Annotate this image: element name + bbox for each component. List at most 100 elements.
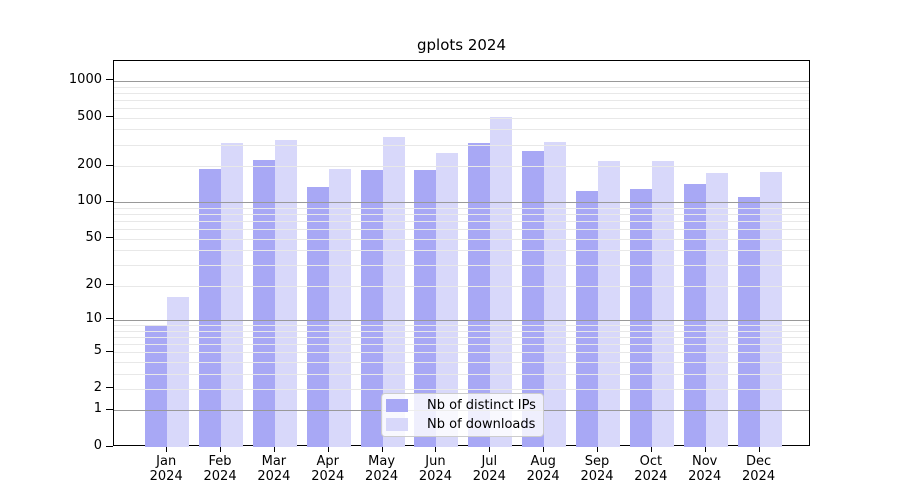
- x-axis-tick: [650, 446, 652, 452]
- bar-sep-distinct-ips: [576, 191, 598, 447]
- bar-nov-distinct-ips: [683, 183, 706, 447]
- minor-gridline: [114, 221, 809, 223]
- y-axis-tick: [106, 318, 113, 320]
- x-tick-label-month: Jul: [481, 454, 498, 469]
- x-tick-label-year: 2024: [472, 469, 506, 484]
- x-axis-tick: [327, 446, 329, 452]
- x-axis-tick: [273, 446, 275, 452]
- y-axis-tick: [106, 284, 113, 286]
- bar-jan-distinct-ips: [145, 325, 168, 447]
- x-tick-label-month: May: [368, 454, 396, 469]
- x-tick-label-year: 2024: [311, 469, 345, 484]
- y-tick-label: 20: [85, 276, 102, 292]
- minor-gridline: [114, 336, 809, 338]
- minor-gridline: [114, 265, 809, 267]
- x-tick-label-year: 2024: [580, 469, 614, 484]
- x-tick-label-year: 2024: [742, 469, 776, 484]
- minor-gridline: [114, 214, 809, 216]
- x-tick-label-year: 2024: [526, 469, 560, 484]
- minor-gridline: [114, 361, 809, 363]
- y-axis-tick: [106, 387, 113, 389]
- bar-dec-downloads: [759, 172, 782, 447]
- x-tick-label-month: Oct: [639, 454, 663, 469]
- minor-gridline: [114, 373, 809, 375]
- y-tick-label: 50: [85, 229, 102, 245]
- minor-gridline: [114, 107, 809, 109]
- y-tick-label: 500: [77, 108, 102, 124]
- y-axis-tick: [106, 445, 113, 447]
- x-tick-label-year: 2024: [257, 469, 291, 484]
- bar-apr-distinct-ips: [306, 187, 329, 447]
- bar-aug-downloads: [544, 141, 567, 447]
- x-axis-tick: [597, 446, 598, 452]
- legend-label-distinct-ips: Nb of distinct IPs: [427, 397, 536, 413]
- x-tick-label-month: Apr: [316, 454, 340, 469]
- minor-gridline: [114, 250, 809, 252]
- legend: Nb of distinct IPs Nb of downloads: [381, 393, 544, 437]
- y-axis-tick: [106, 350, 113, 352]
- minor-gridline: [114, 86, 809, 88]
- y-tick-label: 100: [77, 193, 102, 209]
- bar-nov-downloads: [705, 173, 728, 447]
- x-axis-tick: [381, 446, 383, 452]
- bar-may-distinct-ips: [360, 170, 383, 447]
- x-axis-tick: [704, 446, 706, 452]
- bar-jan-downloads: [167, 296, 190, 447]
- bar-jul-downloads: [490, 116, 513, 447]
- y-axis-tick: [106, 164, 113, 166]
- y-axis-tick: [106, 408, 113, 410]
- x-tick-label-month: Jun: [425, 454, 446, 469]
- y-tick-label: 1: [93, 401, 102, 417]
- x-tick-label-month: Jan: [156, 454, 177, 469]
- y-tick-label: 1000: [68, 71, 102, 87]
- bar-mar-downloads: [274, 139, 297, 447]
- minor-gridline: [114, 229, 809, 231]
- x-tick-label-year: 2024: [149, 469, 183, 484]
- y-tick-label: 5: [93, 343, 102, 359]
- x-tick-label-month: Aug: [530, 454, 556, 469]
- x-tick-label-month: Sep: [584, 454, 610, 469]
- x-tick-label-year: 2024: [418, 469, 452, 484]
- x-tick-label-month: Dec: [745, 454, 772, 469]
- bar-oct-distinct-ips: [629, 188, 652, 447]
- minor-gridline: [114, 343, 809, 345]
- minor-gridline: [114, 285, 809, 287]
- major-gridline: [114, 319, 809, 321]
- x-axis-tick: [543, 446, 545, 452]
- bar-apr-downloads: [328, 168, 351, 447]
- minor-gridline: [114, 330, 809, 332]
- y-tick-label: 200: [77, 157, 102, 172]
- y-axis-tick: [106, 237, 113, 239]
- minor-gridline: [114, 117, 809, 119]
- x-axis-tick: [489, 446, 491, 452]
- minor-gridline: [114, 92, 809, 94]
- bar-feb-distinct-ips: [199, 168, 222, 447]
- y-axis-tick: [106, 200, 113, 202]
- x-axis-tick: [758, 446, 760, 452]
- minor-gridline: [114, 238, 809, 240]
- minor-gridline: [114, 144, 809, 146]
- plot-area: Nb of distinct IPs Nb of downloads: [113, 60, 810, 447]
- x-tick-label-month: Nov: [692, 454, 718, 469]
- legend-label-downloads: Nb of downloads: [427, 416, 536, 432]
- y-axis-tick: [106, 79, 113, 81]
- y-tick-label: 0: [93, 438, 102, 453]
- legend-item-distinct-ips: Nb of distinct IPs: [386, 398, 537, 414]
- major-gridline: [114, 80, 809, 82]
- chart-title: gplots 2024: [416, 36, 507, 54]
- minor-gridline: [114, 388, 809, 390]
- x-tick-label-month: Mar: [261, 454, 287, 469]
- minor-gridline: [114, 325, 809, 326]
- major-gridline: [114, 202, 809, 204]
- legend-item-downloads: Nb of downloads: [386, 417, 537, 433]
- minor-gridline: [114, 99, 809, 101]
- bar-sep-downloads: [598, 161, 620, 447]
- bar-jul-distinct-ips: [468, 142, 491, 447]
- x-axis-tick: [220, 446, 222, 452]
- x-tick-label-year: 2024: [634, 469, 668, 484]
- bar-mar-distinct-ips: [252, 159, 275, 447]
- bar-oct-downloads: [651, 160, 674, 447]
- x-axis-tick: [435, 446, 437, 452]
- legend-swatch-downloads: [386, 418, 408, 431]
